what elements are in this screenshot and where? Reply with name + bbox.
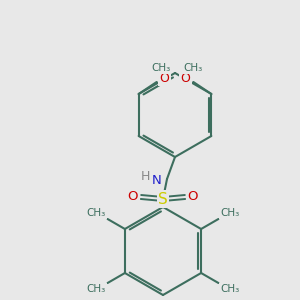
Text: O: O [188,190,198,203]
Text: CH₃: CH₃ [87,208,106,218]
Text: H: H [140,170,150,184]
Text: CH₃: CH₃ [87,284,106,294]
Text: CH₃: CH₃ [151,63,170,73]
Text: CH₃: CH₃ [220,284,239,294]
Text: CH₃: CH₃ [220,208,239,218]
Text: O: O [128,190,138,203]
Text: CH₃: CH₃ [184,63,203,73]
Text: S: S [158,191,168,206]
Text: O: O [180,71,190,85]
Text: O: O [160,71,170,85]
Text: N: N [152,175,162,188]
